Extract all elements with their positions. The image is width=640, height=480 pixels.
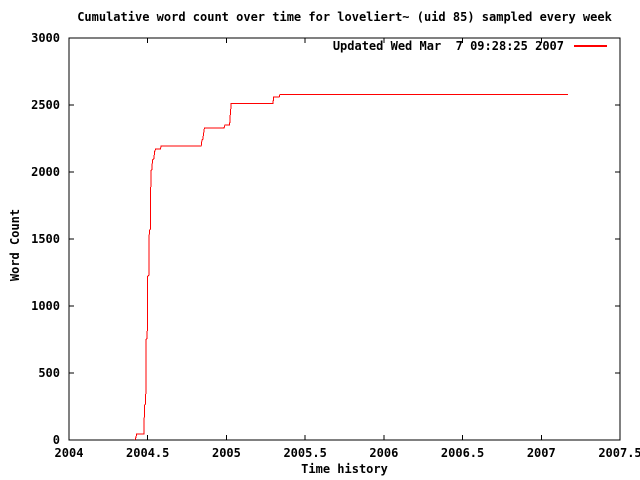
y-tick-label: 1000 <box>31 299 60 313</box>
x-tick-label: 2007.5 <box>598 446 640 460</box>
y-tick-label: 500 <box>38 366 60 380</box>
y-tick-label: 0 <box>53 433 60 447</box>
data-series-line <box>134 93 568 441</box>
x-tick-label: 2006 <box>369 446 398 460</box>
legend-line-sample-icon <box>574 45 607 47</box>
legend: Updated Wed Mar 7 09:28:25 2007 <box>0 38 607 54</box>
x-tick-label: 2005.5 <box>283 446 326 460</box>
x-tick-label: 2006.5 <box>441 446 484 460</box>
plot-border <box>68 37 621 441</box>
y-tick-label: 3000 <box>31 31 60 45</box>
x-tick-label: 2004.5 <box>126 446 169 460</box>
x-tick-label: 2007 <box>527 446 556 460</box>
x-tick-label: 2004 <box>55 446 84 460</box>
x-tick-label: 2005 <box>212 446 241 460</box>
y-tick-label: 2000 <box>31 165 60 179</box>
chart-title: Cumulative word count over time for love… <box>77 10 612 24</box>
y-tick-label: 2500 <box>31 98 60 112</box>
legend-entry-label: Updated Wed Mar 7 09:28:25 2007 <box>332 39 564 53</box>
x-axis-label: Time history <box>301 462 388 476</box>
y-tick-label: 1500 <box>31 232 60 246</box>
